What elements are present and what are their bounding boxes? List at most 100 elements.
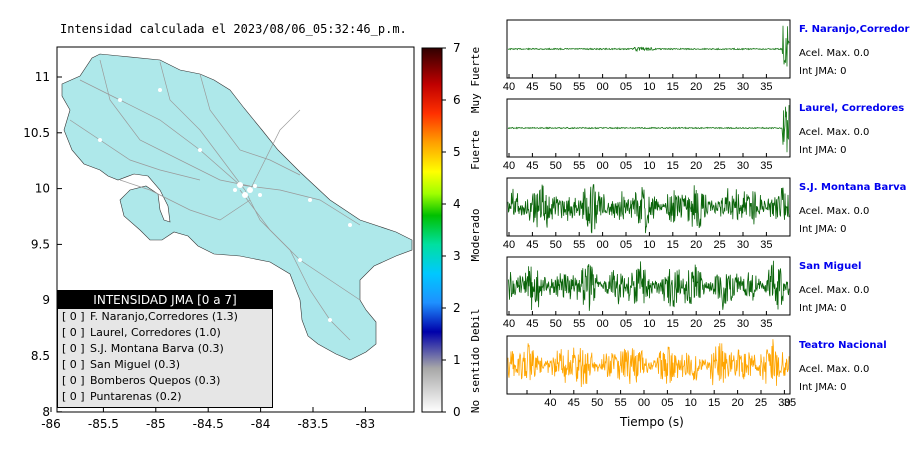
waveform-x-tick-label: 05 (620, 318, 632, 330)
station-acel-max: Acel. Max. 0.0 (799, 285, 870, 296)
waveform-x-tick-label: 50 (550, 239, 562, 251)
intensity-colorbar: 0 1 2 3 4 5 6 7 No sentido Debil Moderado Fuerte Muy… (421, 41, 482, 419)
legend-row-label: S.J. Montana Barva (0.3) (90, 342, 224, 355)
legend-row-label: Laurel, Corredores (1.0) (90, 326, 221, 339)
station-acel-max: Acel. Max. 0.0 (799, 48, 870, 59)
waveform-trace (507, 260, 790, 311)
legend-row-bracket: [ 0 ] (62, 342, 85, 355)
waveform-x-tick-label: 45 (568, 397, 580, 409)
waveform-x-tick-label: 15 (667, 318, 679, 330)
colorbar-tick-label: 1 (453, 353, 461, 367)
station-name: San Miguel (799, 261, 862, 272)
station-jma-intensity: Int JMA: 0 (799, 382, 847, 393)
waveform-x-tick-label: 30 (737, 81, 749, 93)
waveform-x-tick-label: 10 (643, 239, 655, 251)
legend-row-label: Bomberos Quepos (0.3) (90, 374, 221, 387)
map-x-tick-label: -86 (41, 417, 61, 431)
legend-row: [ 0 ] San Miguel (0.3) (58, 357, 272, 373)
waveform-x-tick-label: 40 (503, 81, 515, 93)
waveform-x-tick-label: 30 (778, 397, 790, 409)
legend-row-label: Puntarenas (0.2) (90, 390, 182, 403)
colorbar-tick-label: 7 (453, 41, 461, 55)
waveform-x-tick-label: 55 (573, 81, 585, 93)
colorbar-category-label: Moderado (469, 209, 482, 262)
colorbar-tick-label: 4 (453, 197, 461, 211)
waveform-x-tick-label: 40 (503, 239, 515, 251)
waveform-panel-1: 40 45 50 55 00 05 10 15 20 25 30 35 (503, 98, 791, 172)
waveform-x-tick-label: 15 (667, 160, 679, 172)
waveform-panel-2: 40 45 50 55 00 05 10 15 20 25 30 35 (503, 177, 791, 251)
colorbar-tick-label: 3 (453, 249, 461, 263)
waveform-x-tick-label: 35 (760, 160, 772, 172)
waveform-x-tick-label: 15 (667, 239, 679, 251)
map-x-tick-label: -85 (146, 417, 166, 431)
station-name: Teatro Nacional (799, 340, 887, 351)
map-y-axis: 11 10.5 10 9.5 9 8.5 8 (23, 70, 62, 419)
legend-row-label: San Miguel (0.3) (90, 358, 181, 371)
station-name: Laurel, Corredores (799, 103, 905, 114)
waveform-x-tick-label: 10 (643, 81, 655, 93)
waveform-x-tick-label: 25 (713, 318, 725, 330)
legend-row: [ 0 ] S.J. Montana Barva (0.3) (58, 341, 272, 357)
waveform-x-tick-label: 45 (526, 81, 538, 93)
waveform-x-tick-label: 20 (690, 318, 702, 330)
waveform-x-tick-label: 00 (596, 239, 608, 251)
map-y-tick-label: 10 (35, 182, 50, 196)
waveform-x-tick-label: 00 (596, 318, 608, 330)
map-y-tick-label: 8.5 (31, 349, 50, 363)
waveform-x-tick-label: 00 (596, 160, 608, 172)
waveform-x-tick-label: 30 (737, 239, 749, 251)
map-y-tick-label: 8 (42, 405, 50, 419)
colorbar-category-label: Muy Fuerte (469, 47, 482, 113)
waveform-panel-3: 40 45 50 55 00 05 10 15 20 25 30 35 (503, 256, 791, 330)
map-y-tick-label: 11 (35, 70, 50, 84)
colorbar-category-label: No sentido (469, 347, 482, 413)
station-acel-max: Acel. Max. 0.0 (799, 127, 870, 138)
map-x-tick-label: -85.5 (88, 417, 119, 431)
waveform-x-tick-label: 15 (708, 397, 720, 409)
legend-row: [ 0 ] Puntarenas (0.2) (58, 389, 272, 405)
waveform-trace (507, 339, 790, 388)
waveform-x-tick-label: 25 (713, 160, 725, 172)
map-y-tick-label: 9 (42, 293, 50, 307)
waveform-x-tick-label: 50 (550, 160, 562, 172)
colorbar-tick-label: 0 (453, 405, 461, 419)
waveform-trace (507, 105, 790, 153)
colorbar-tick-label: 6 (453, 93, 461, 107)
waveform-x-tick-label: 55 (573, 318, 585, 330)
colorbar-category-label: Debil (469, 308, 482, 341)
map-x-tick-label: -83.5 (297, 417, 328, 431)
waveform-x-tick-label: 35 (760, 239, 772, 251)
waveform-trace (507, 184, 790, 234)
waveform-x-tick-label: 00 (596, 81, 608, 93)
colorbar-tick-label: 5 (453, 145, 461, 159)
waveform-x-tick-label: 50 (550, 318, 562, 330)
legend-row-label: F. Naranjo,Corredores (1.3) (90, 310, 238, 323)
legend-row-bracket: [ 0 ] (62, 310, 85, 323)
station-acel-max: Acel. Max. 0.0 (799, 364, 870, 375)
waveform-x-tick-label: 20 (690, 239, 702, 251)
station-dots (98, 88, 352, 322)
waveform-x-tick-label: 45 (526, 318, 538, 330)
waveform-x-tick-label: 05 (620, 239, 632, 251)
station-name: F. Naranjo,Corredores (799, 24, 910, 35)
waveform-x-tick-label: 10 (643, 160, 655, 172)
waveform-x-tick-label: 55 (573, 160, 585, 172)
legend-row: [ 0 ] Laurel, Corredores (1.0) (58, 325, 272, 341)
station-acel-max: Acel. Max. 0.0 (799, 206, 870, 217)
waveform-x-tick-label: 40 (503, 160, 515, 172)
map-x-axis: -86 -85.5 -85 -84.5 -84 -83.5 -83 (41, 407, 375, 431)
map-x-tick-label: -84.5 (193, 417, 224, 431)
legend-header: INTENSIDAD JMA [0 a 7] (58, 291, 272, 309)
map-y-tick-label: 9.5 (31, 237, 50, 251)
waveform-x-tick-label: 55 (573, 239, 585, 251)
station-jma-intensity: Int JMA: 0 (799, 224, 847, 235)
waveform-x-tick-label: 35 (760, 81, 772, 93)
costa-rica-landmass (61, 53, 413, 361)
map-x-tick-label: -83 (356, 417, 376, 431)
colorbar-gradient (421, 47, 443, 413)
waveform-x-tick-label: 35 (784, 397, 796, 409)
legend-row: [ 0 ] F. Naranjo,Corredores (1.3) (58, 309, 272, 325)
colorbar-category-label: Fuerte (469, 130, 482, 170)
